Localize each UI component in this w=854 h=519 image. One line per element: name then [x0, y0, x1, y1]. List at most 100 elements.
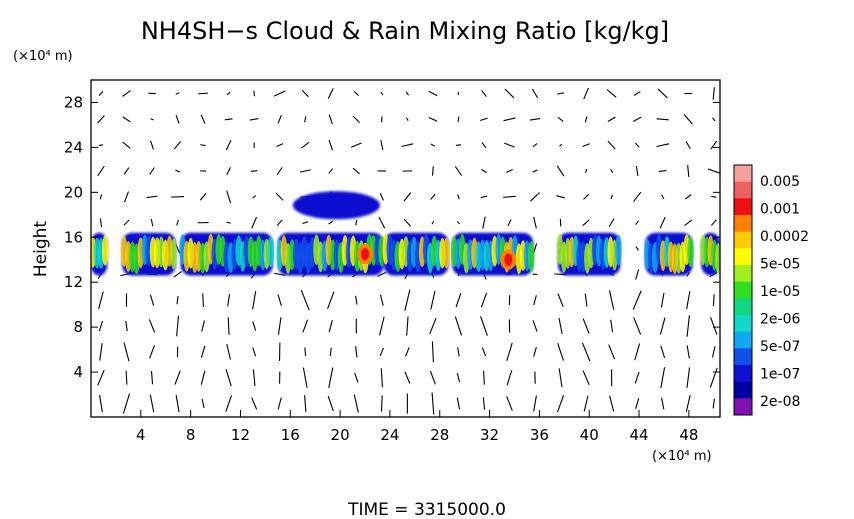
x-tick-label: 32: [480, 426, 499, 444]
colorbar-swatch: [734, 398, 752, 416]
wind-vector: [150, 140, 154, 150]
wind-vector: [276, 143, 284, 148]
wind-vector: [201, 398, 205, 409]
wind-vector: [350, 142, 362, 148]
x-tick-label: 40: [580, 426, 599, 444]
wind-vector: [98, 291, 104, 309]
wind-vector: [556, 195, 565, 199]
wind-vector: [480, 316, 488, 336]
wind-vector: [328, 320, 333, 332]
wind-vector: [430, 193, 436, 200]
wind-vector: [277, 397, 282, 410]
wind-vector: [431, 392, 435, 415]
upper-cloud: [292, 191, 380, 220]
wind-vector: [176, 315, 180, 337]
wind-vector: [556, 165, 565, 177]
wind-vector: [99, 343, 103, 361]
wind-vector: [707, 168, 720, 174]
colorbar-swatch: [734, 198, 752, 216]
wind-vector: [660, 367, 666, 389]
wind-vector: [252, 347, 257, 357]
wind-vector: [428, 116, 438, 122]
wind-vector: [327, 291, 335, 309]
wind-vector: [661, 194, 665, 200]
wind-vector: [173, 141, 182, 150]
wind-vector: [610, 194, 613, 200]
wind-vector: [171, 195, 185, 198]
wind-vector: [199, 193, 207, 201]
wind-vector: [299, 169, 311, 173]
wind-vector: [607, 140, 616, 150]
colorbar-swatch: [734, 365, 752, 383]
colorbar-swatch: [734, 381, 752, 399]
wind-vector: [251, 397, 258, 410]
wind-vector: [380, 140, 384, 151]
wind-vector: [503, 195, 516, 198]
cloud-field: [91, 191, 720, 276]
wind-vector: [401, 143, 414, 148]
colorbar-swatch: [734, 165, 752, 183]
wind-vector: [608, 218, 615, 227]
colorbar-frame: [733, 164, 753, 416]
wind-vector: [456, 221, 460, 225]
wind-vector: [225, 139, 232, 151]
wind-vector: [380, 91, 384, 96]
colorbar-swatch: [734, 348, 752, 366]
wind-vector: [328, 220, 334, 225]
colorbar-swatch: [734, 265, 752, 283]
wind-vector: [150, 370, 154, 385]
wind-vector: [354, 372, 359, 383]
wind-vector: [482, 216, 486, 229]
y-axis-label: Height: [31, 221, 51, 278]
wind-vector: [635, 165, 639, 177]
wind-vector: [379, 316, 385, 336]
wind-vector: [532, 320, 538, 332]
wind-vector: [585, 169, 587, 173]
wind-vector: [709, 367, 718, 388]
wind-vector: [584, 116, 588, 123]
wind-vector: [635, 398, 640, 409]
wind-vector: [482, 397, 486, 410]
wind-vector: [582, 143, 590, 148]
wind-vector: [533, 216, 537, 229]
wind-vector: [200, 144, 206, 147]
x-tick-label: 4: [136, 426, 146, 444]
wind-vector: [227, 293, 231, 307]
wind-vector: [584, 293, 588, 307]
wind-vector: [273, 90, 286, 97]
wind-vector: [504, 142, 515, 148]
wind-vector: [122, 116, 131, 123]
wind-vector: [503, 117, 516, 122]
wind-vector: [226, 343, 231, 360]
x-tick-label: 8: [186, 426, 196, 444]
wind-vector: [97, 165, 105, 177]
wind-vector: [149, 345, 155, 359]
time-label: TIME = 3315000.0: [347, 500, 506, 519]
colorbar-swatch: [734, 298, 752, 316]
wind-vector: [405, 91, 410, 96]
colorbar-label: 2e-06: [760, 311, 800, 327]
wind-vector: [712, 87, 715, 100]
x-tick-label: 28: [430, 426, 449, 444]
wind-vector: [277, 294, 282, 306]
wind-vector: [123, 342, 130, 362]
chart-title: NH4SH−s Cloud & Rain Mixing Ratio [kg/kg…: [141, 17, 669, 45]
cloud-segment: [382, 232, 450, 276]
wind-vector: [123, 219, 130, 226]
wind-vector: [610, 319, 614, 333]
wind-vector: [252, 369, 256, 386]
wind-vector: [202, 293, 205, 308]
wind-vector: [685, 394, 691, 413]
wind-vector: [304, 116, 307, 123]
wind-vector: [403, 218, 412, 227]
wind-vector: [277, 317, 282, 335]
cloud-segment: [179, 232, 275, 276]
wind-vector: [428, 90, 438, 97]
cloud-segment: [276, 232, 385, 276]
cloud-segment: [450, 232, 535, 276]
wind-vector: [379, 347, 384, 357]
wind-vector: [557, 92, 564, 95]
wind-vector: [201, 320, 205, 332]
y-tick-label: 24: [64, 138, 83, 156]
wind-vector: [635, 246, 639, 251]
